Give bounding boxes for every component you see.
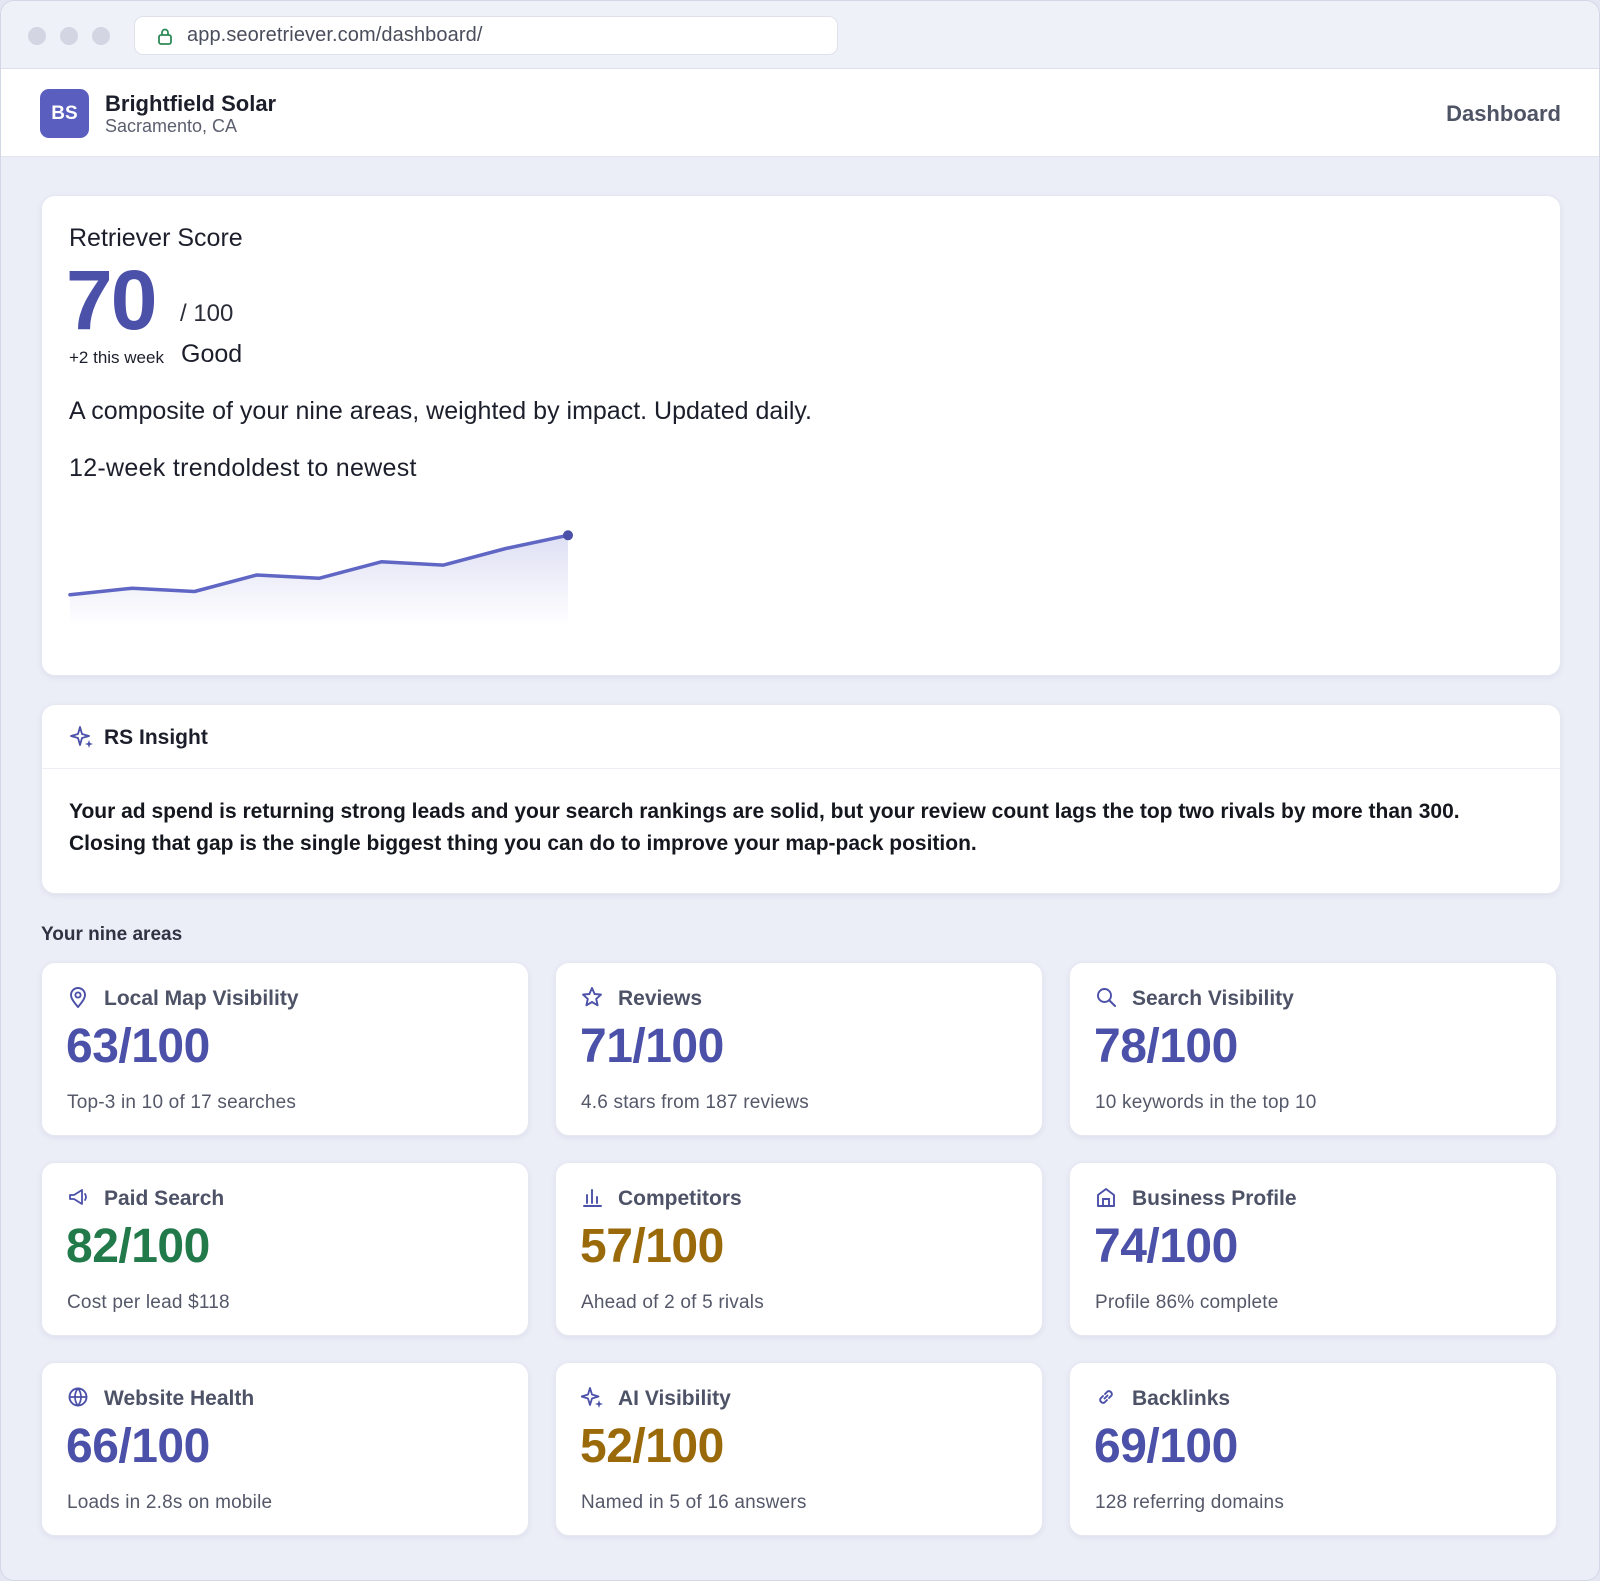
storefront-icon bbox=[1097, 1188, 1115, 1207]
area-summary: Loads in 2.8s on mobile bbox=[67, 1492, 273, 1513]
area-name: AI Visibility bbox=[618, 1387, 731, 1410]
lock-icon bbox=[158, 28, 172, 45]
star-icon bbox=[582, 987, 602, 1007]
area-summary: 4.6 stars from 187 reviews bbox=[581, 1092, 810, 1113]
area-name: Backlinks bbox=[1132, 1387, 1231, 1410]
insight-header: RS Insight bbox=[42, 705, 1560, 769]
trend-line bbox=[68, 533, 570, 597]
trend-label: 12-week trendoldest to newest bbox=[69, 454, 417, 482]
area-summary: Top-3 in 10 of 17 searches bbox=[67, 1092, 297, 1113]
address-bar[interactable]: app.seoretriever.com/dashboard/ bbox=[134, 16, 838, 55]
area-card-reviews[interactable]: Reviews 71/100 4.6 stars from 187 reviews bbox=[555, 962, 1043, 1136]
insight-body: Your ad spend is returning strong leads … bbox=[69, 800, 1460, 855]
window-minimize-button[interactable] bbox=[60, 27, 78, 45]
area-summary: 10 keywords in the top 10 bbox=[1095, 1092, 1317, 1113]
trend-area bbox=[70, 535, 568, 626]
area-score: 74/100 bbox=[1094, 1220, 1238, 1273]
score-value: 70 bbox=[66, 253, 157, 347]
score-grade: Good bbox=[181, 340, 243, 368]
megaphone-icon bbox=[69, 1189, 87, 1205]
area-card-backlinks[interactable]: Backlinks 69/100 128 referring domains bbox=[1069, 1362, 1557, 1536]
area-score: 82/100 bbox=[66, 1220, 210, 1273]
area-name: Website Health bbox=[104, 1387, 255, 1410]
area-card-paid-search[interactable]: Paid Search 82/100 Cost per lead $118 bbox=[41, 1162, 529, 1336]
area-summary: Named in 5 of 16 answers bbox=[581, 1492, 807, 1513]
area-summary: Profile 86% complete bbox=[1095, 1292, 1279, 1313]
area-score: 57/100 bbox=[580, 1220, 724, 1273]
area-card-local-map-visibility[interactable]: Local Map Visibility 63/100 Top-3 in 10 of… bbox=[41, 962, 529, 1136]
area-card-website-health[interactable]: Website Health 66/100 Loads in 2.8s on mob… bbox=[41, 1362, 529, 1536]
area-name: Paid Search bbox=[104, 1187, 225, 1210]
trend-endpoint bbox=[563, 530, 573, 541]
area-card-ai-visibility[interactable]: AI Visibility 52/100 Named in 5 of 16 answ… bbox=[555, 1362, 1043, 1536]
globe-icon bbox=[68, 1387, 88, 1407]
area-name: Local Map Visibility bbox=[104, 987, 299, 1010]
score-max: / 100 bbox=[180, 300, 234, 327]
area-score: 69/100 bbox=[1094, 1420, 1238, 1473]
area-score: 71/100 bbox=[580, 1020, 724, 1073]
bar-chart-icon bbox=[583, 1189, 602, 1207]
window-maximize-button[interactable] bbox=[92, 27, 110, 45]
search-icon bbox=[1097, 988, 1116, 1007]
window-close-button[interactable] bbox=[28, 27, 46, 45]
area-name: Business Profile bbox=[1132, 1187, 1297, 1210]
area-score: 78/100 bbox=[1094, 1020, 1238, 1073]
nav-dashboard-link[interactable]: Dashboard bbox=[1446, 101, 1561, 126]
area-card-competitors[interactable]: Competitors 57/100 Ahead of 2 of 5 rivals bbox=[555, 1162, 1043, 1336]
browser-chrome: app.seoretriever.com/dashboard/ bbox=[1, 1, 1599, 69]
link-icon bbox=[1099, 1390, 1113, 1404]
sparkle-icon bbox=[70, 726, 93, 748]
areas-grid: Local Map Visibility 63/100 Top-3 in 10 of… bbox=[41, 962, 1561, 1536]
main-content: Retriever Score 70 / 100 +2 this week Go… bbox=[41, 195, 1561, 1536]
area-summary: Ahead of 2 of 5 rivals bbox=[581, 1292, 764, 1313]
area-name: Reviews bbox=[618, 987, 703, 1010]
area-summary: Cost per lead $118 bbox=[67, 1292, 230, 1313]
area-score: 66/100 bbox=[66, 1420, 210, 1473]
areas-section-label: Your nine areas bbox=[41, 924, 183, 945]
area-card-business-profile[interactable]: Business Profile 74/100 Profile 86% comple… bbox=[1069, 1162, 1557, 1336]
area-name: Competitors bbox=[618, 1187, 742, 1210]
score-title: Retriever Score bbox=[69, 224, 243, 252]
area-score: 52/100 bbox=[580, 1420, 724, 1473]
sparkle-icon bbox=[581, 1387, 603, 1408]
score-delta: +2 this week bbox=[69, 348, 164, 367]
insight-title: RS Insight bbox=[104, 726, 208, 749]
area-summary: 128 referring domains bbox=[1095, 1492, 1285, 1513]
insight-card: RS Insight Your ad spend is returning st… bbox=[41, 704, 1561, 894]
business-name: Brightfield Solar bbox=[105, 91, 277, 116]
area-score: 63/100 bbox=[66, 1020, 210, 1073]
business-location: Sacramento, CA bbox=[105, 116, 238, 136]
app-header: BS Brightfield Solar Sacramento, CA Dash… bbox=[1, 69, 1599, 157]
url-text: app.seoretriever.com/dashboard/ bbox=[187, 24, 483, 46]
trend-chart bbox=[68, 530, 573, 626]
area-name: Search Visibility bbox=[1132, 987, 1294, 1010]
business-avatar: BS bbox=[40, 89, 89, 138]
map-pin-icon bbox=[70, 987, 86, 1008]
retriever-score-card: Retriever Score 70 / 100 +2 this week Go… bbox=[41, 195, 1561, 676]
score-description: A composite of your nine areas, weighted… bbox=[69, 397, 813, 425]
area-card-search-visibility[interactable]: Search Visibility 78/100 10 keywords in th… bbox=[1069, 962, 1557, 1136]
